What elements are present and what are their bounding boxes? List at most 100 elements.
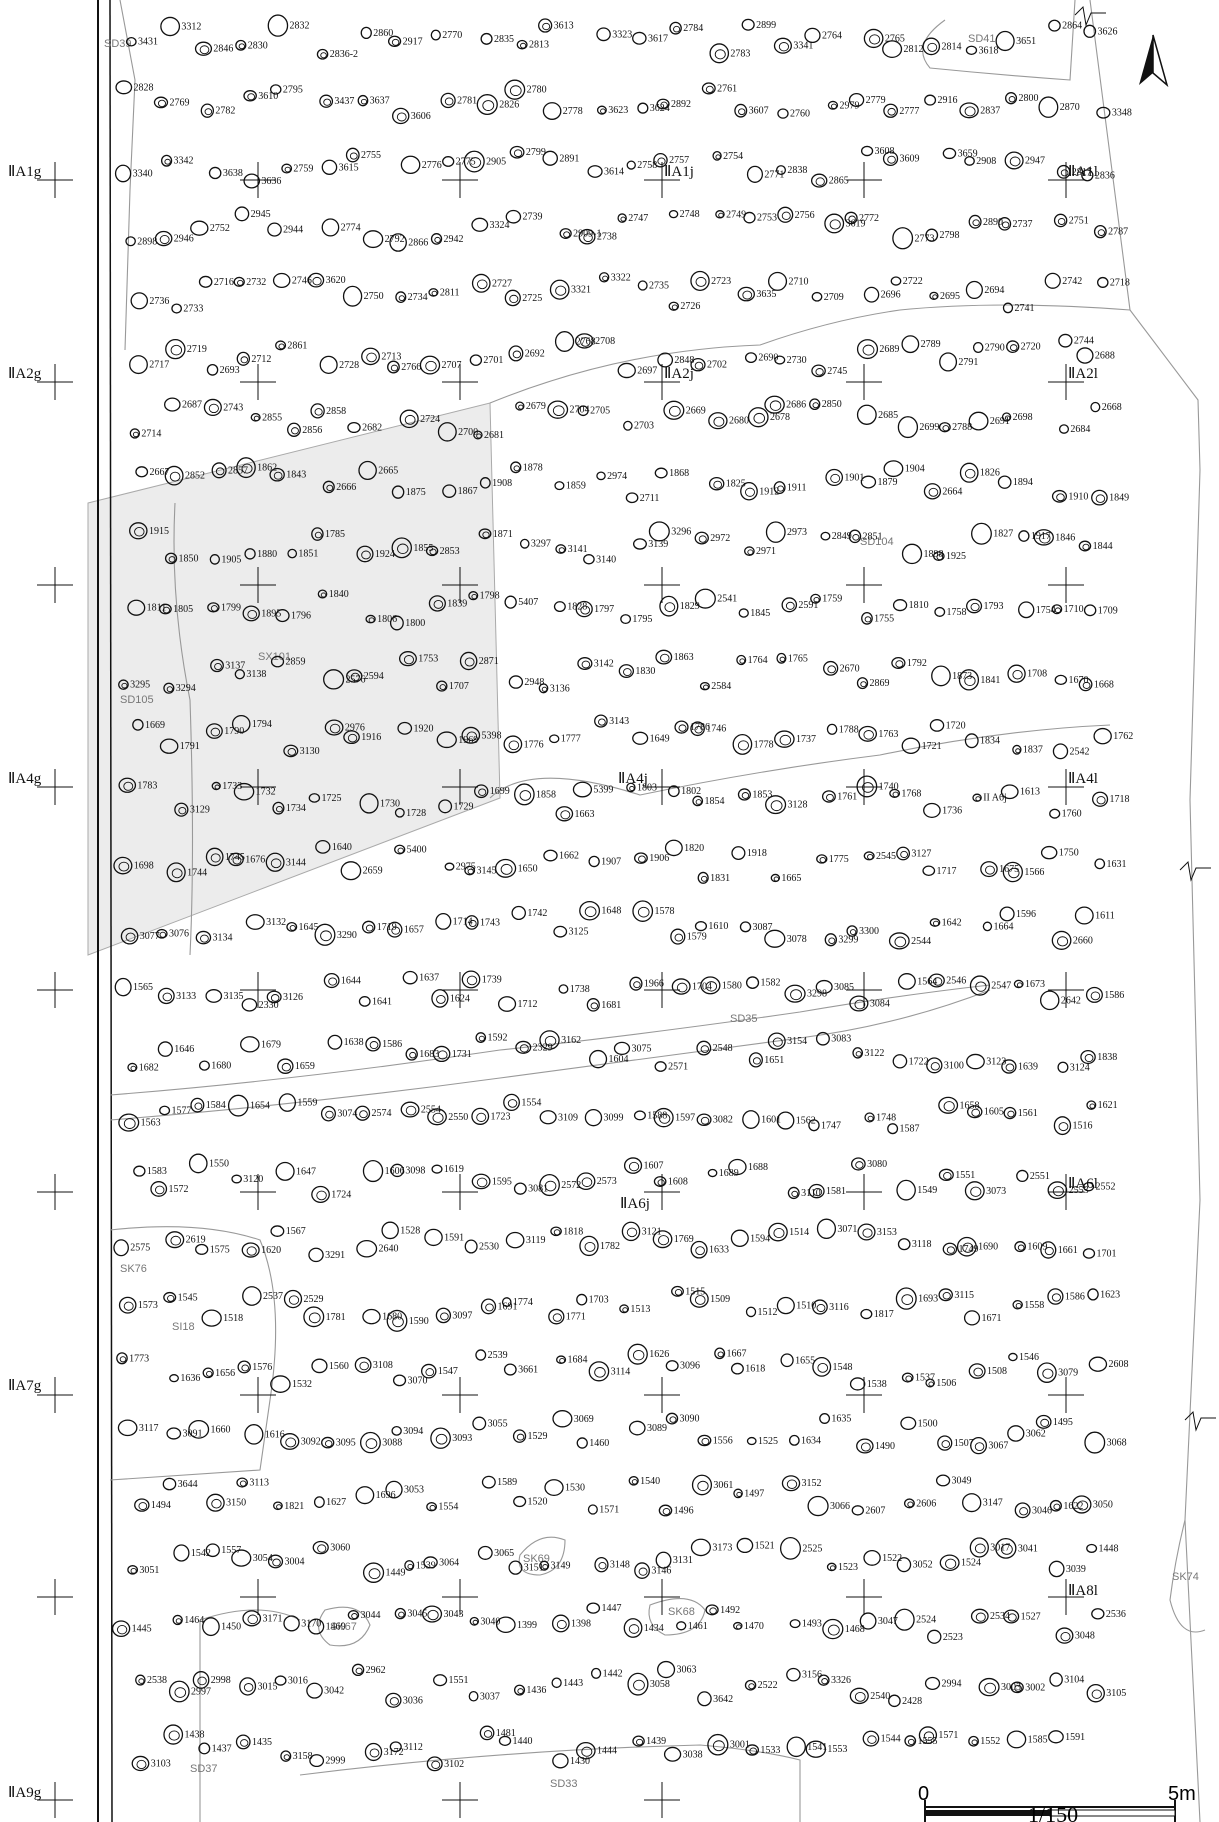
pit-number-label: 3079 [1058, 1368, 1078, 1379]
pit-inner-outline [602, 275, 609, 282]
pit-outline [901, 543, 923, 565]
pit: 3299 [824, 933, 858, 947]
pit-outline [190, 1097, 205, 1113]
pit: 3619 [824, 213, 866, 234]
pit: 1586 [1047, 1288, 1085, 1305]
pit-outline [805, 1740, 827, 1758]
grid-cross [846, 162, 882, 198]
pit: 3321 [549, 279, 591, 300]
pit-number-label: 1500 [918, 1418, 938, 1429]
pit-outline [389, 1741, 402, 1753]
grid-label-A6l: ⅡA6l [1068, 1176, 1098, 1192]
pit-outline [613, 1041, 631, 1056]
pit-outline [632, 31, 647, 45]
pit-outline [505, 209, 522, 224]
pit: 2781 [440, 92, 477, 109]
pit-number-label: 1862 [257, 463, 277, 474]
pit-inner-outline [214, 784, 220, 790]
pit: 1631 [1094, 858, 1126, 870]
pit: 3156 [786, 1667, 822, 1682]
pit: 2972 [694, 531, 730, 545]
pit: 1575 [195, 1243, 230, 1255]
pit: 2659 [340, 861, 383, 881]
pit-number-label: 1879 [877, 477, 897, 488]
feature-label-SD39: SD39 [104, 38, 132, 50]
pit-outline [995, 1537, 1017, 1559]
pit-outline [1086, 1683, 1105, 1703]
pit-outline [714, 1347, 726, 1360]
pit-number-label: 1698 [134, 861, 154, 872]
pit-outline [323, 972, 340, 989]
pit-inner-outline [628, 1161, 640, 1172]
pit-number-label: 1572 [168, 1184, 188, 1195]
pit-outline [494, 858, 517, 878]
pit-number-label: 2856 [302, 425, 322, 436]
pit-inner-outline [900, 850, 909, 859]
pit: 2537 [242, 1286, 283, 1306]
pit-number-label: 3096 [680, 1361, 700, 1372]
pit: 1731 [432, 1045, 472, 1063]
pit-number-label: 2994 [942, 1678, 962, 1689]
pit: 1912 [740, 481, 779, 501]
pit: 2851 [848, 529, 883, 544]
pit-number-label: 1894 [1013, 477, 1033, 488]
pit-outline [314, 923, 336, 946]
pit-outline [206, 363, 219, 376]
pit-outline [309, 1754, 325, 1768]
pit: 1764 [736, 654, 768, 666]
pit-outline [358, 996, 371, 1007]
pit-inner-outline [1008, 867, 1020, 879]
pit: 3626 [1083, 24, 1118, 38]
pit-number-label: 2724 [420, 414, 440, 425]
pit-outline [997, 475, 1012, 489]
pit-outline [708, 476, 725, 491]
pit: 1514 [768, 1222, 809, 1242]
pit: 1582 [745, 976, 781, 989]
pit: 1714 [435, 912, 473, 930]
pit-number-label: 1829 [680, 601, 700, 612]
pit-number-label: 1851 [298, 549, 318, 560]
pit-inner-outline [404, 414, 416, 425]
pit-outline [705, 1604, 719, 1616]
pit-outline [308, 793, 321, 803]
pit-number-label: 1708 [1027, 669, 1047, 680]
pit-number-label: 3637 [370, 96, 390, 107]
pit-inner-outline [425, 1368, 435, 1377]
grid-cross [37, 1377, 73, 1413]
pit-outline [549, 734, 560, 744]
scale-ratio-label: 1/150 [1028, 1802, 1078, 1822]
pit: 1873 [931, 665, 972, 687]
pit: 2524 [894, 1608, 936, 1631]
pit-inner-outline [694, 725, 703, 734]
pit: 1527 [1003, 1609, 1041, 1624]
pit-outline [394, 807, 405, 818]
pit-outline [365, 614, 376, 624]
grid-cross [37, 1782, 73, 1818]
pit-inner-outline [862, 782, 874, 793]
pit: 2709 [811, 292, 844, 303]
pit: 1589 [481, 1475, 517, 1489]
pit-number-label: 2944 [283, 225, 303, 236]
pit-number-label: 3004 [284, 1556, 304, 1567]
pit-number-label: 1858 [536, 789, 556, 800]
pit: 2830 [235, 39, 268, 51]
pit: 2689 [856, 339, 899, 360]
pit-outline [862, 1730, 880, 1747]
pit-number-label: 2972 [710, 533, 730, 544]
pit-inner-outline [437, 1050, 448, 1060]
pit: 2741 [1002, 302, 1034, 314]
pit-outline [419, 355, 441, 375]
pit-inner-outline [817, 1363, 829, 1373]
pit-number-label: 1592 [487, 1033, 507, 1044]
pit-outline [1002, 302, 1014, 314]
pit-outline [498, 1735, 512, 1746]
pit-number-label: 2575 [130, 1243, 150, 1254]
pit-inner-outline [972, 219, 980, 227]
pit-inner-outline [703, 684, 709, 690]
pit-number-label: 3137 [225, 661, 245, 672]
pit: 3046 [1014, 1502, 1052, 1519]
pit: 1650 [494, 858, 538, 878]
pit-number-label: 1880 [257, 549, 277, 560]
pit-number-label: II A6j [983, 793, 1007, 804]
pit-number-label: 2548 [713, 1043, 733, 1054]
